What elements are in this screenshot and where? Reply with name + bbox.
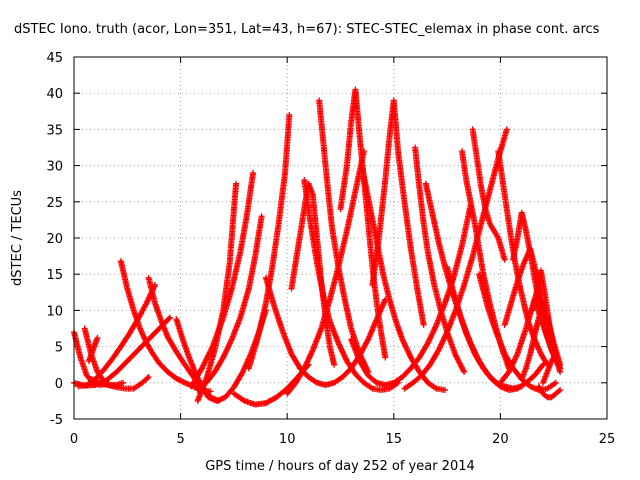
data-arc (444, 263, 547, 394)
data-point (144, 375, 151, 382)
chart-title: dSTEC Iono. truth (acor, Lon=351, Lat=43… (14, 22, 600, 37)
x-tick-label: 15 (386, 432, 403, 447)
data-point (441, 387, 448, 394)
data-arc (145, 274, 222, 404)
data-arc (412, 144, 468, 375)
data-arc (301, 177, 402, 394)
data-point (503, 126, 510, 133)
data-arc (173, 307, 269, 404)
y-tick-label: 35 (46, 123, 63, 138)
data-arc (469, 126, 508, 263)
data-point (557, 387, 564, 394)
data-point (166, 314, 173, 321)
data-points (71, 86, 564, 408)
data-arc (540, 350, 564, 386)
data-arc (194, 180, 240, 404)
data-point (145, 374, 152, 381)
data-arc (85, 334, 101, 365)
y-tick-label: 45 (46, 51, 63, 66)
y-tick-label: 5 (55, 341, 63, 356)
data-arc (369, 97, 427, 328)
y-axis-label: dSTEC / TECUs (10, 190, 25, 286)
data-arc (245, 111, 293, 372)
data-arc (316, 97, 372, 375)
data-point (461, 368, 468, 375)
data-point (331, 361, 338, 368)
y-tick-labels: -5 0 5 10 15 20 25 30 35 40 45 (46, 51, 63, 428)
data-point (152, 282, 159, 289)
x-tick-label: 10 (279, 432, 296, 447)
data-point (250, 169, 257, 176)
data-arc (535, 383, 564, 401)
data-point (286, 111, 293, 118)
data-point (552, 379, 559, 386)
x-tick-label: 0 (70, 432, 78, 447)
x-tick-labels: 0 5 10 15 20 25 (70, 432, 615, 447)
y-tick-label: 10 (46, 304, 63, 319)
y-tick-label: 0 (55, 377, 63, 392)
y-tick-label: 25 (46, 196, 63, 211)
y-tick-label: -5 (50, 413, 63, 428)
x-axis-label: GPS time / hours of day 252 of year 2014 (205, 459, 475, 474)
y-tick-label: 15 (46, 268, 63, 283)
data-arc (262, 274, 389, 388)
data-arc (194, 213, 265, 394)
data-arc (358, 162, 448, 394)
data-arc (476, 271, 559, 394)
data-arc (529, 267, 561, 368)
data-arc (117, 258, 214, 395)
plot-frame (73, 56, 608, 420)
data-point (258, 213, 265, 220)
data-arc (88, 374, 152, 392)
data-point (557, 365, 564, 372)
data-point (420, 321, 427, 328)
x-tick-label: 5 (176, 432, 184, 447)
data-arc (230, 361, 312, 408)
data-point (382, 354, 389, 361)
data-point (233, 180, 240, 187)
data-point (94, 334, 101, 341)
x-tick-label: 25 (599, 432, 616, 447)
y-tick-label: 20 (46, 232, 63, 247)
data-arc (188, 169, 257, 390)
data-point (165, 315, 172, 322)
data-point (539, 362, 546, 369)
x-tick-label: 20 (492, 432, 509, 447)
data-point (120, 379, 127, 386)
y-tick-label: 30 (46, 160, 63, 175)
data-point (207, 388, 214, 395)
data-point (501, 256, 508, 263)
y-tick-label: 40 (46, 87, 63, 102)
